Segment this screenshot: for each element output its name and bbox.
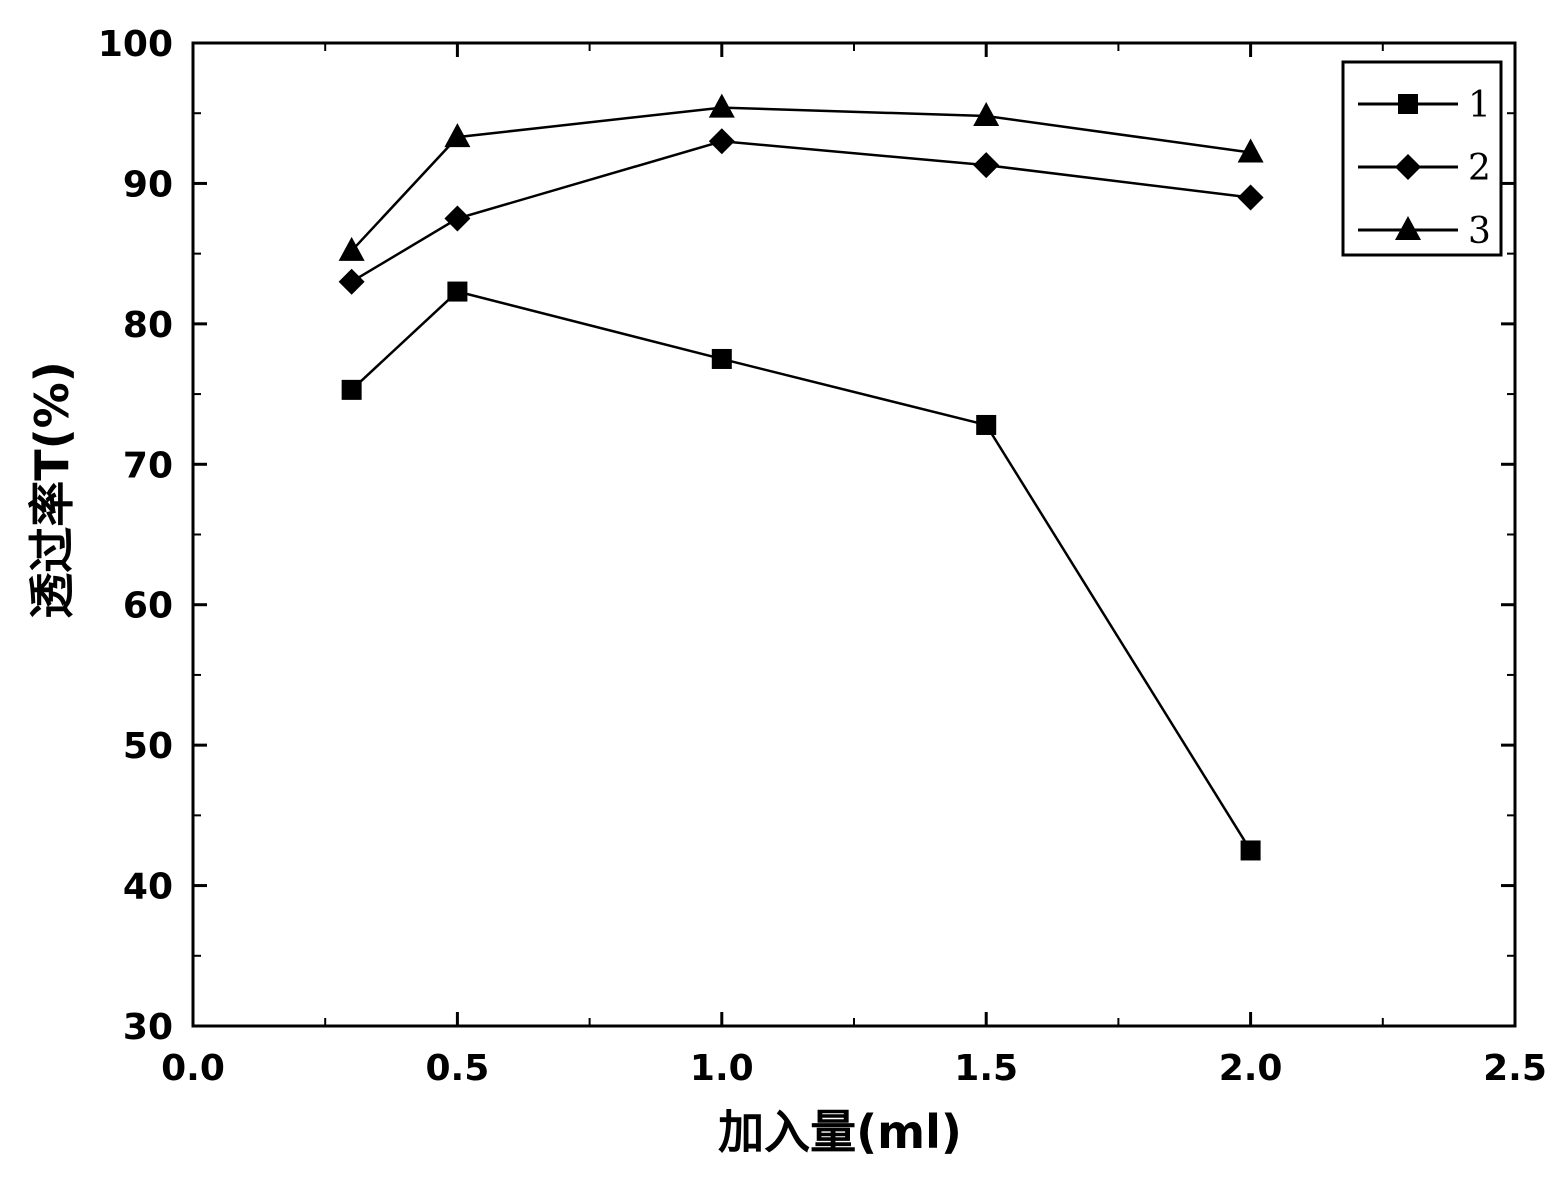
series-1-point [976, 414, 997, 435]
series-3-point [1237, 138, 1264, 163]
axis-ticks [191, 41, 1517, 1028]
series-2-point [708, 128, 735, 155]
y-tick-label: 90 [123, 164, 173, 205]
legend-marker-1 [1398, 94, 1418, 114]
series-markers [338, 93, 1264, 861]
legend: 1 2 3 [1341, 60, 1503, 257]
y-tick-label: 50 [123, 726, 173, 767]
x-tick-label: 0.5 [426, 1048, 490, 1089]
legend-label-3: 3 [1468, 211, 1491, 252]
series-2-point [973, 152, 1000, 179]
x-tick-label: 2.0 [1219, 1048, 1283, 1089]
legend-marker-3 [1395, 216, 1421, 240]
x-tick-label: 2.5 [1483, 1048, 1547, 1089]
legend-box [1341, 60, 1503, 257]
series-3-line [350, 106, 1251, 252]
legend-label-1: 1 [1468, 85, 1491, 126]
series-1-point [447, 281, 468, 302]
legend-marker-2 [1395, 154, 1421, 180]
y-tick-label: 60 [123, 586, 173, 627]
series-1-point [1240, 840, 1261, 861]
y-tick-label: 100 [98, 24, 173, 65]
series-1-point [711, 348, 732, 369]
x-tick-label: 1.5 [954, 1048, 1018, 1089]
series-lines [350, 106, 1252, 852]
axis-tick-labels: 0.0 0.5 1.0 1.5 2.0 2.5 30 40 50 60 70 80 90 100 [98, 24, 1547, 1089]
x-tick-label: 1.0 [690, 1048, 754, 1089]
series-2-point [1237, 184, 1264, 211]
series-3-point [444, 123, 471, 148]
series-3-point [708, 93, 735, 118]
y-tick-label: 40 [123, 867, 173, 908]
y-tick-label: 30 [123, 1007, 173, 1048]
x-tick-label: 0.0 [161, 1048, 225, 1089]
y-tick-label: 80 [123, 305, 173, 346]
series-3-point [973, 102, 1000, 127]
plot-frame [191, 41, 1517, 1028]
series-3-point [338, 236, 365, 261]
series-2-point [444, 205, 471, 232]
y-tick-label: 70 [123, 445, 173, 486]
x-axis-title: 加入量(ml) [718, 1105, 962, 1159]
series-1-line [350, 290, 1252, 852]
series-2-point [338, 268, 365, 295]
legend-label-2: 2 [1468, 148, 1491, 189]
series-1-point [341, 379, 362, 400]
series-2-line [350, 140, 1251, 283]
y-axis-title: 透过率T(%) [25, 361, 79, 619]
